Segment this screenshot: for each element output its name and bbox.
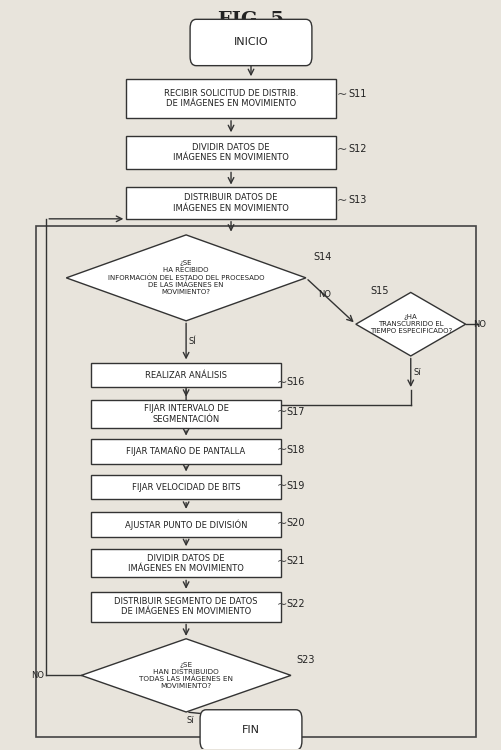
Text: ¿SE
HA RECIBIDO
INFORMACIÓN DEL ESTADO DEL PROCESADO
DE LAS IMÁGENES EN
MOVIMIEN: ¿SE HA RECIBIDO INFORMACIÓN DEL ESTADO D…	[108, 260, 264, 296]
Text: NO: NO	[472, 320, 485, 328]
Text: ~: ~	[277, 517, 287, 530]
Text: ~: ~	[336, 88, 347, 100]
Text: Sí: Sí	[186, 716, 193, 724]
Text: DIVIDIR DATOS DE
IMÁGENES EN MOVIMIENTO: DIVIDIR DATOS DE IMÁGENES EN MOVIMIENTO	[128, 554, 243, 573]
FancyBboxPatch shape	[200, 710, 301, 750]
Text: S17: S17	[286, 406, 304, 416]
Text: RECIBIR SOLICITUD DE DISTRIB.
DE IMÁGENES EN MOVIMIENTO: RECIBIR SOLICITUD DE DISTRIB. DE IMÁGENE…	[163, 88, 298, 108]
Text: S23: S23	[296, 656, 314, 665]
Text: AJUSTAR PUNTO DE DIVISIÓN: AJUSTAR PUNTO DE DIVISIÓN	[125, 519, 247, 530]
Text: FIN: FIN	[241, 725, 260, 735]
FancyBboxPatch shape	[190, 20, 311, 66]
Polygon shape	[355, 292, 465, 356]
Text: FIJAR TAMAÑO DE PANTALLA: FIJAR TAMAÑO DE PANTALLA	[126, 446, 245, 456]
Text: S15: S15	[370, 286, 389, 296]
Text: Sí: Sí	[413, 368, 420, 376]
Text: S20: S20	[286, 518, 304, 528]
Text: S11: S11	[348, 89, 366, 99]
FancyBboxPatch shape	[91, 439, 281, 464]
Text: S14: S14	[313, 252, 331, 262]
FancyBboxPatch shape	[91, 592, 281, 622]
Text: S19: S19	[286, 481, 304, 490]
Text: NO: NO	[318, 290, 331, 298]
Text: DISTRIBUIR SEGMENTO DE DATOS
DE IMÁGENES EN MOVIMIENTO: DISTRIBUIR SEGMENTO DE DATOS DE IMÁGENES…	[114, 597, 258, 616]
Text: ~: ~	[277, 479, 287, 492]
Text: S18: S18	[286, 445, 304, 454]
Text: INICIO: INICIO	[233, 38, 268, 47]
FancyBboxPatch shape	[126, 79, 335, 118]
Text: DIVIDIR DATOS DE
IMÁGENES EN MOVIMIENTO: DIVIDIR DATOS DE IMÁGENES EN MOVIMIENTO	[173, 142, 289, 162]
Text: ~: ~	[277, 554, 287, 568]
Text: S16: S16	[286, 377, 304, 388]
FancyBboxPatch shape	[91, 475, 281, 500]
FancyBboxPatch shape	[91, 363, 281, 387]
Text: SÍ: SÍ	[188, 337, 196, 346]
Text: FIG. 5: FIG. 5	[217, 11, 284, 29]
FancyBboxPatch shape	[91, 549, 281, 578]
Text: ¿HA
TRANSCURRIDO EL
TIEMPO ESPECIFICADO?: ¿HA TRANSCURRIDO EL TIEMPO ESPECIFICADO?	[369, 314, 451, 334]
Text: DISTRIBUIR DATOS DE
IMÁGENES EN MOVIMIENTO: DISTRIBUIR DATOS DE IMÁGENES EN MOVIMIEN…	[173, 194, 289, 213]
FancyBboxPatch shape	[126, 136, 335, 170]
Text: S12: S12	[348, 144, 366, 154]
Text: REALIZAR ANÁLISIS: REALIZAR ANÁLISIS	[145, 370, 226, 380]
Text: ~: ~	[277, 598, 287, 611]
Text: NO: NO	[31, 671, 44, 680]
Polygon shape	[81, 639, 291, 712]
Text: ~: ~	[336, 142, 347, 156]
Text: S21: S21	[286, 556, 304, 566]
FancyBboxPatch shape	[91, 512, 281, 537]
Text: FIJAR VELOCIDAD DE BITS: FIJAR VELOCIDAD DE BITS	[132, 482, 240, 491]
Text: ~: ~	[336, 194, 347, 207]
Text: S13: S13	[348, 195, 366, 206]
Text: FIJAR INTERVALO DE
SEGMENTACIÓN: FIJAR INTERVALO DE SEGMENTACIÓN	[143, 404, 228, 424]
Text: ¿SE
HAN DISTRIBUIDO
TODAS LAS IMÁGENES EN
MOVIMIENTO?: ¿SE HAN DISTRIBUIDO TODAS LAS IMÁGENES E…	[139, 662, 232, 689]
Text: S22: S22	[286, 599, 304, 610]
FancyBboxPatch shape	[126, 188, 335, 219]
Text: ~: ~	[277, 443, 287, 456]
Text: ~: ~	[277, 405, 287, 418]
FancyBboxPatch shape	[91, 400, 281, 428]
Polygon shape	[66, 235, 305, 321]
Text: ~: ~	[277, 376, 287, 389]
